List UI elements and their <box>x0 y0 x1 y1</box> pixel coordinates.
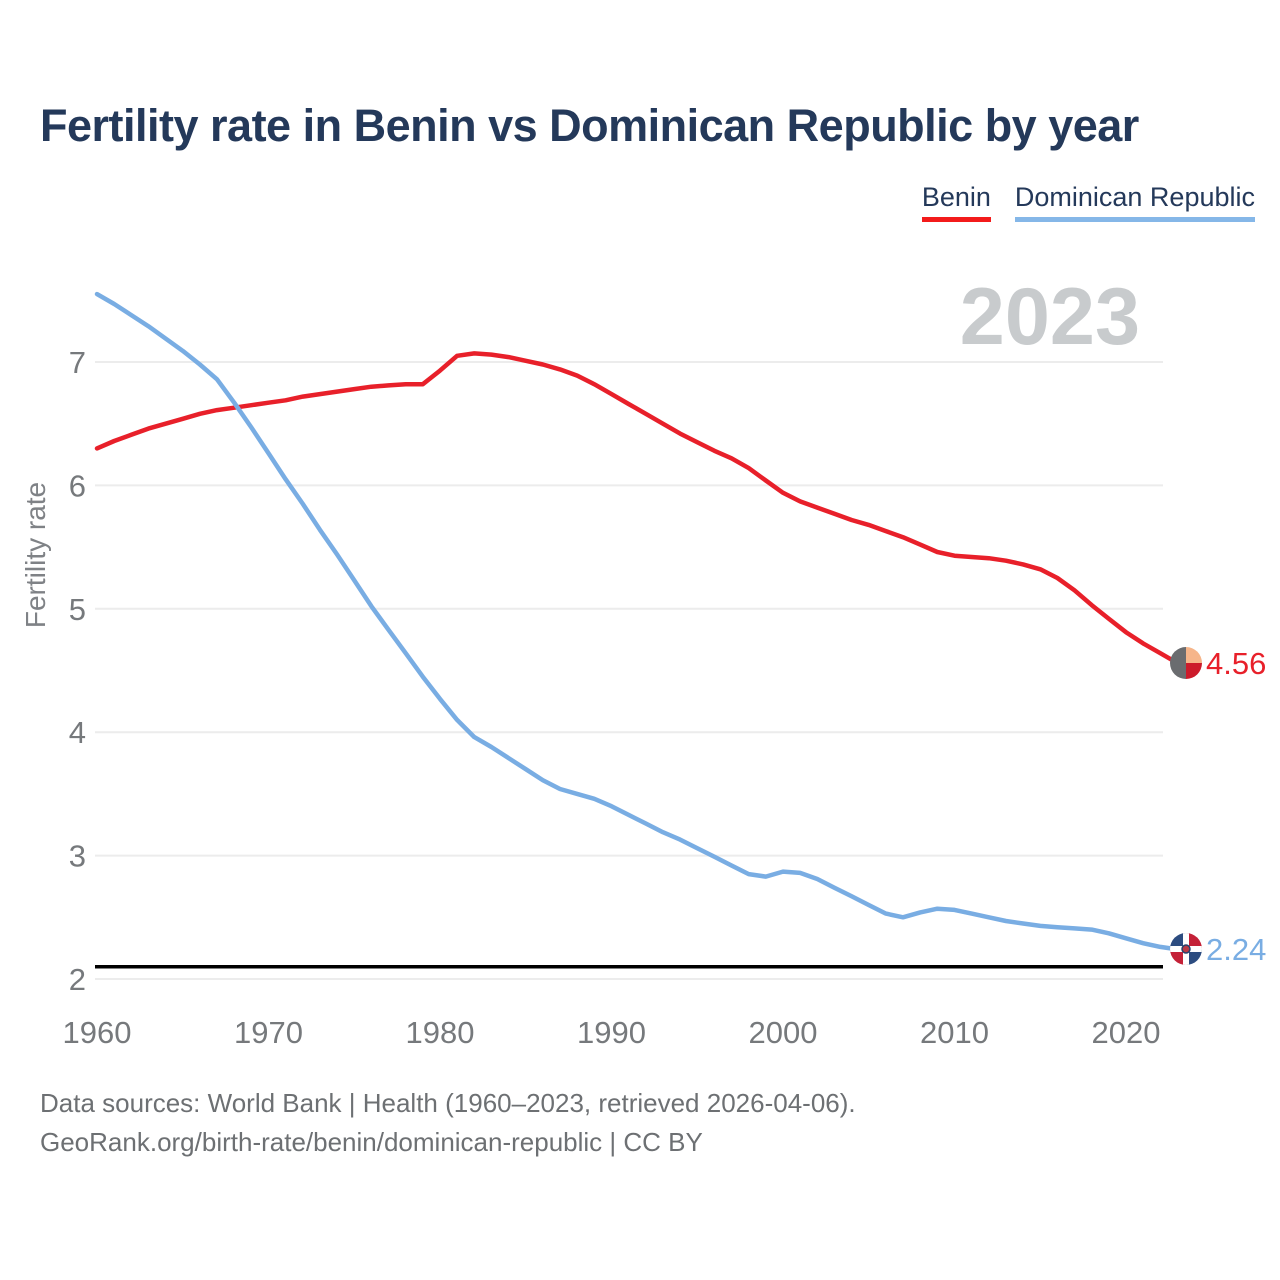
legend-item-benin[interactable]: Benin <box>921 182 991 222</box>
gridlines <box>95 361 1163 980</box>
page-title: Fertility rate in Benin vs Dominican Rep… <box>40 100 1139 151</box>
x-tick-label: 1970 <box>234 1015 303 1050</box>
x-tick-label: 1990 <box>577 1015 646 1050</box>
benin-line <box>94 351 1180 666</box>
y-tick-label: 3 <box>69 839 86 874</box>
dominican-republic-flag-icon <box>1170 933 1202 965</box>
benin-flag-icon <box>1170 647 1202 679</box>
dominican-republic-line <box>94 291 1180 952</box>
y-axis-title: Fertility rate <box>20 482 51 628</box>
benin-end-value: 4.56 <box>1206 646 1266 681</box>
footer: Data sources: World Bank | Health (1960–… <box>40 1084 856 1162</box>
year-watermark: 2023 <box>960 272 1140 362</box>
y-tick-label: 6 <box>69 468 86 503</box>
x-axis-tick-labels: 1960 1970 1980 1990 2000 2010 2020 <box>63 1015 1161 1050</box>
legend: Benin Dominican Republic <box>921 182 1255 222</box>
x-tick-label: 2020 <box>1092 1015 1161 1050</box>
x-tick-label: 1980 <box>406 1015 475 1050</box>
y-tick-label: 2 <box>69 962 86 997</box>
attribution-line: GeoRank.org/birth-rate/benin/dominican-r… <box>40 1127 703 1157</box>
y-tick-label: 4 <box>69 715 86 750</box>
x-tick-label: 2010 <box>920 1015 989 1050</box>
legend-item-dominican-republic[interactable]: Dominican Republic <box>1014 182 1255 222</box>
data-sources-line: Data sources: World Bank | Health (1960–… <box>40 1088 856 1118</box>
y-axis-tick-labels: 7 6 5 4 3 2 <box>69 345 86 997</box>
x-tick-label: 1960 <box>63 1015 132 1050</box>
y-tick-label: 5 <box>69 592 86 627</box>
x-tick-label: 2000 <box>749 1015 818 1050</box>
dominican-republic-end-value: 2.24 <box>1206 932 1266 967</box>
y-tick-label: 7 <box>69 345 86 380</box>
